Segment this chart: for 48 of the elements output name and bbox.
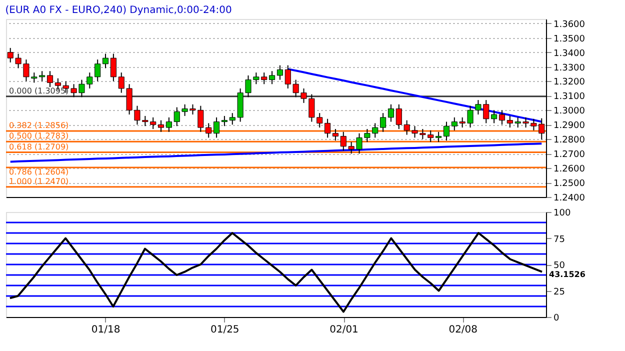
ref-line-label: 0.786 (1.2604) [9,167,69,176]
y-tick-label: 1.3400 [554,48,586,59]
candlestick [491,110,498,124]
y-tick-label: 1.3300 [554,63,586,74]
y-tick-label: 1.3200 [554,78,586,88]
candlestick [443,121,450,142]
y-tick-label: 1.2800 [554,136,586,146]
y-tick-label: 1.3600 [554,20,586,30]
y-tick-label: 1.3100 [554,92,586,102]
x-tick-label: 01/18 [91,324,120,336]
y-tick-label: 100 [554,208,571,218]
candlestick [158,120,164,132]
candlestick [324,118,331,138]
candlestick [388,104,394,122]
text: 43.1526 [549,270,586,279]
x-tick-label: 02/08 [448,324,478,336]
y-tick-label: 25 [554,287,565,298]
candlestick [436,131,442,143]
candlestick [166,116,172,132]
candlestick [380,112,386,132]
ref-line-label: 1.000 (1.2470) [9,176,69,186]
ref-line-label: 0.618 (1.2709) [9,142,69,152]
chart-title: (EUR A0 FX - EURO,240) Dynamic,0:00-24:00 [5,5,232,16]
y-tick-label: 1.3000 [554,106,586,117]
ref-line-label: 0.500 (1.2783) [9,132,69,141]
y-tick-label: 1.3500 [554,34,586,44]
candlestick [221,115,228,127]
y-tick-label: 1.2400 [554,194,586,204]
candlestick [46,70,54,88]
ref-line-label: 0.000 (1.3095) [9,86,69,96]
x-tick-label: 01/25 [210,324,240,336]
candlestick [498,110,506,126]
candlestick [214,116,220,138]
candlestick [102,53,109,69]
candlestick [276,64,283,80]
candlestick [110,53,116,82]
y-tick-label: 50 [554,261,566,271]
y-tick-label: 1.2700 [554,150,586,160]
y-tick-label: 1.2600 [554,164,586,175]
y-tick-label: 75 [554,234,565,245]
ref-line-label: 0.382 (1.2856) [9,121,69,130]
x-tick-label: 02/01 [330,324,358,336]
candlestick [332,128,338,142]
y-tick-label: 1.2500 [554,179,586,190]
y-tick-label: 1.2900 [554,121,586,132]
y-tick-label: 0 [554,314,560,324]
candlestick [269,70,276,85]
line-series [8,232,544,313]
